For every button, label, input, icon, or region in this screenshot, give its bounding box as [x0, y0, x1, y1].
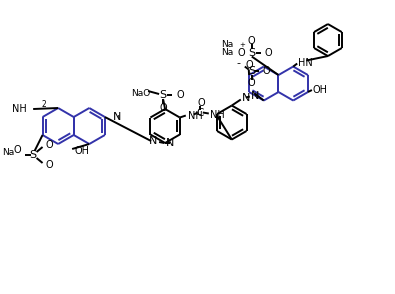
Text: 2: 2	[41, 100, 46, 109]
Text: N: N	[113, 112, 121, 122]
Text: O: O	[176, 90, 184, 100]
Text: -: -	[237, 59, 241, 69]
Text: N: N	[166, 138, 175, 148]
Text: O: O	[246, 59, 254, 70]
Text: +: +	[239, 41, 245, 48]
Text: ': '	[117, 113, 120, 126]
Text: S: S	[248, 66, 255, 76]
Text: O: O	[159, 103, 167, 113]
Text: S: S	[248, 48, 255, 58]
Text: Na: Na	[2, 148, 15, 158]
Text: O: O	[198, 98, 206, 108]
Text: N: N	[251, 91, 259, 101]
Text: NH: NH	[12, 104, 27, 114]
Text: O: O	[248, 78, 256, 88]
Text: S: S	[29, 150, 36, 160]
Text: C: C	[196, 108, 203, 118]
Text: O: O	[238, 48, 246, 58]
Text: N: N	[149, 136, 157, 146]
Text: NaO: NaO	[131, 88, 150, 98]
Text: O: O	[265, 48, 273, 58]
Text: NH: NH	[188, 111, 203, 121]
Text: NH: NH	[210, 109, 224, 120]
Text: S: S	[160, 90, 167, 100]
Text: Na: Na	[222, 40, 234, 49]
Text: O: O	[248, 36, 256, 46]
Text: O: O	[263, 66, 271, 76]
Text: Na: Na	[222, 48, 234, 57]
Text: HN: HN	[298, 58, 313, 68]
Text: O: O	[45, 160, 53, 170]
Text: OH: OH	[313, 85, 328, 95]
Text: O: O	[14, 145, 22, 155]
Text: O: O	[45, 140, 53, 150]
Text: OH: OH	[74, 146, 89, 156]
Text: N: N	[242, 93, 250, 103]
